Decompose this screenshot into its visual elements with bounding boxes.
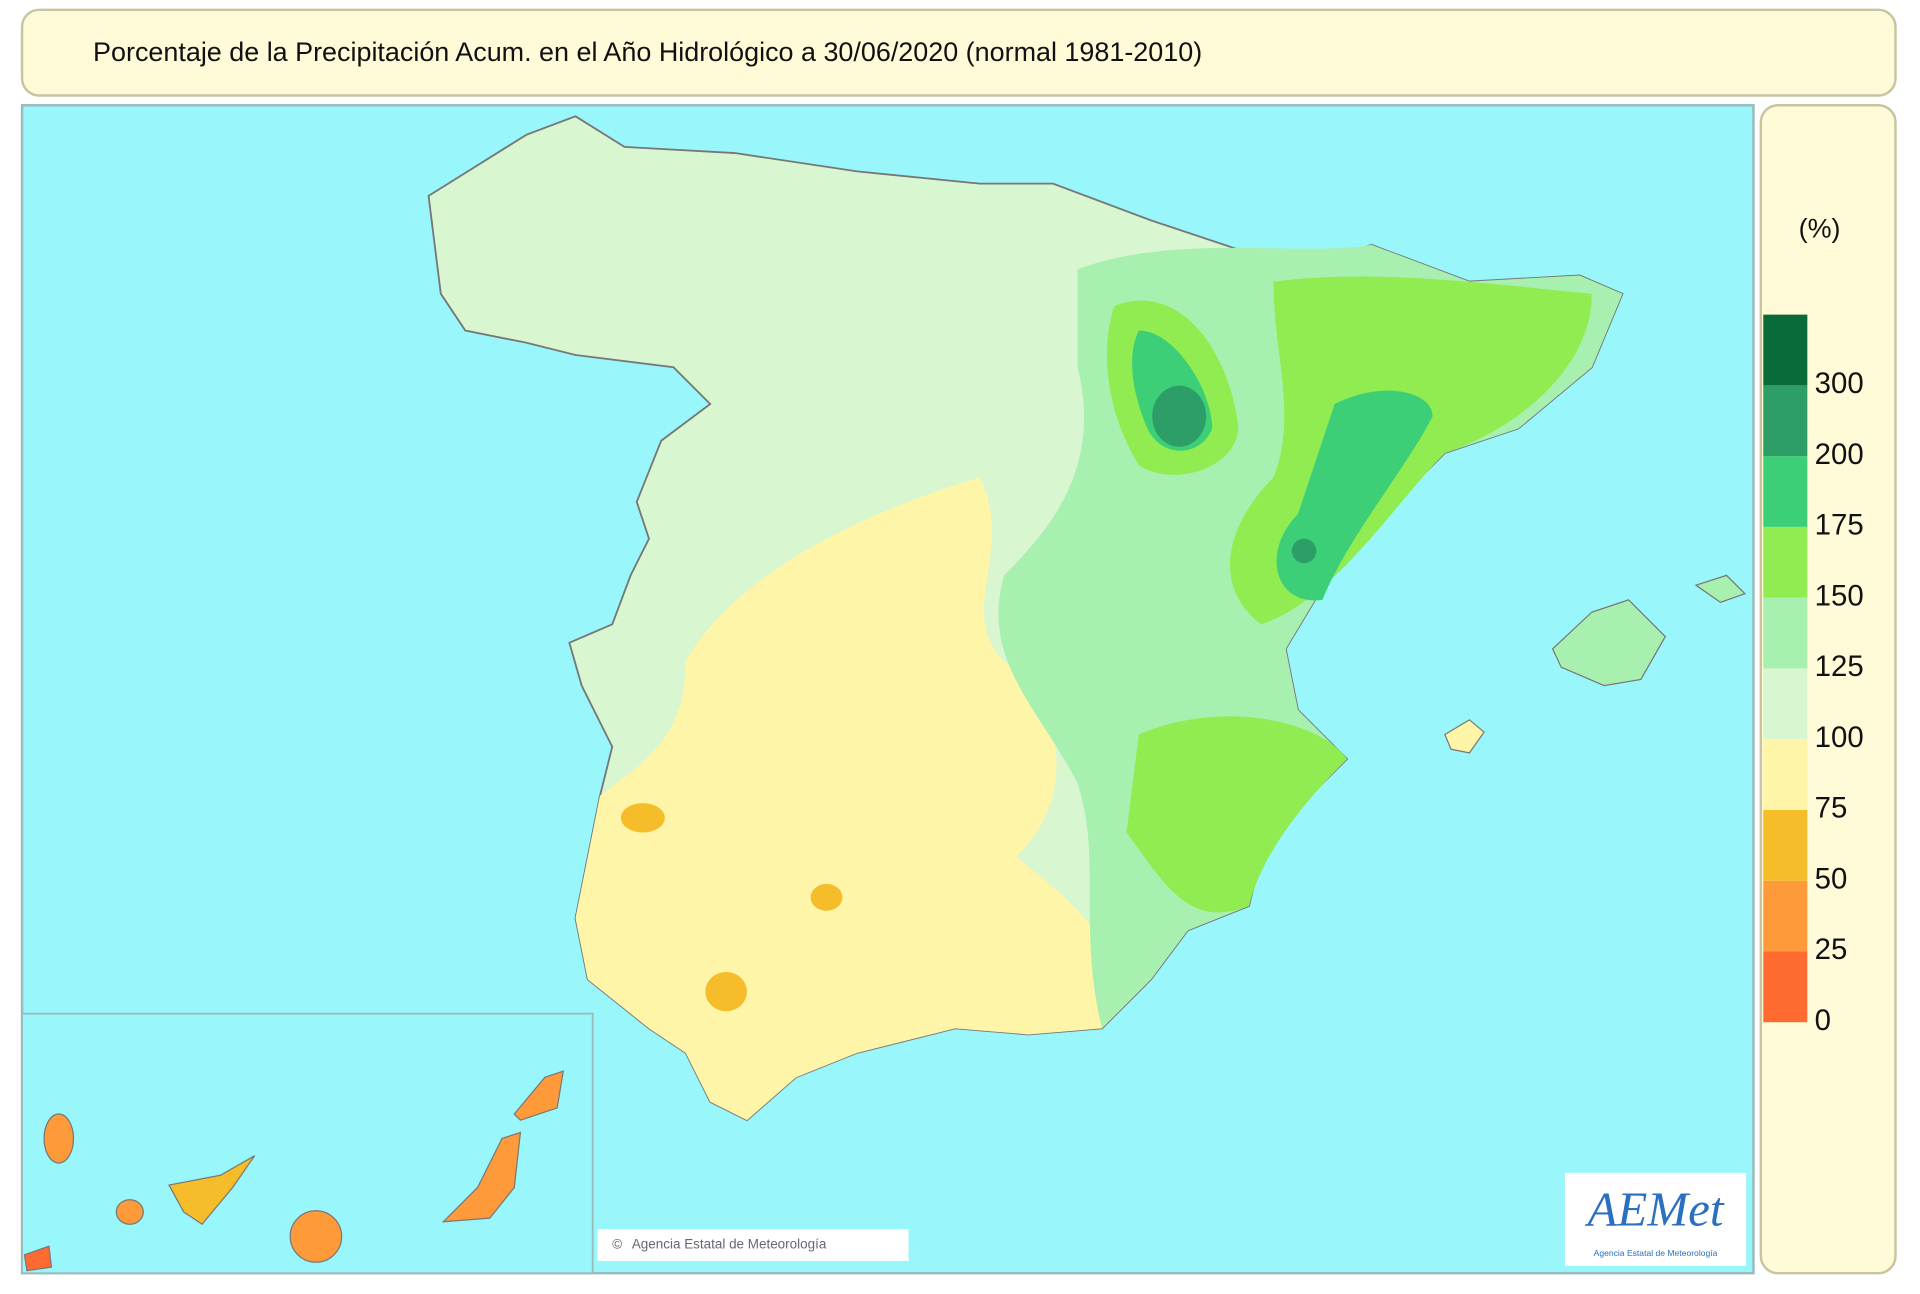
ibiza [1444,719,1485,754]
peninsula [427,115,1747,1122]
title: Porcentaje de la Precipitación Acum. en … [93,37,1202,67]
legend-swatch [1763,456,1808,527]
legend-swatch [1763,526,1808,598]
dry-spot [705,972,747,1012]
legend-swatch [1763,314,1808,386]
legend-tick-label: 0 [1815,1004,1831,1037]
legend-swatch [1763,385,1808,457]
island [43,1113,75,1164]
legend-swatch [1763,668,1808,740]
island [441,1131,522,1223]
max-zone [1291,538,1317,564]
legend-tick-label: 300 [1815,367,1864,400]
legend-tick-label: 100 [1815,721,1864,754]
copyright-box [597,1229,909,1261]
legend-swatch [1763,809,1808,881]
legend-swatch [1763,739,1808,810]
mallorca [1551,599,1667,687]
wetter [1132,330,1433,601]
island [289,1210,343,1263]
legend-unit: (%) [1799,213,1841,243]
max-zone [1152,385,1207,447]
legend-tick-label: 175 [1815,509,1864,542]
logo-box [1564,1172,1747,1266]
dry-spot [620,803,665,833]
copyright-symbol: © [612,1237,622,1252]
legend-tick-label: 125 [1815,650,1864,683]
island [115,1199,144,1225]
island [513,1070,565,1121]
canary-inset [21,1012,594,1275]
dry-spot [810,883,843,911]
legend-swatch [1763,951,1808,1023]
island [168,1155,256,1226]
legend-tick-label: 50 [1815,862,1848,895]
logo-subtitle: Agencia Estatal de Meteorología [1594,1248,1718,1258]
title-box [20,8,1897,97]
legend-swatch [1763,880,1808,952]
legend-tick-label: 75 [1815,792,1848,825]
legend-tick-label: 200 [1815,438,1864,471]
menorca [1694,574,1747,603]
legend-scale: 0 25 50 75 100 125 150 175 200 300 [1763,314,1864,1037]
very-wet [1106,276,1592,913]
legend-swatch [1763,597,1808,669]
legend-tick-label: 25 [1815,933,1848,966]
island [23,1245,53,1272]
copyright: Agencia Estatal de Meteorología [632,1237,827,1252]
logo: AEMet [1585,1182,1725,1237]
dry-region [575,477,1114,1121]
legend-tick-label: 150 [1815,579,1864,612]
